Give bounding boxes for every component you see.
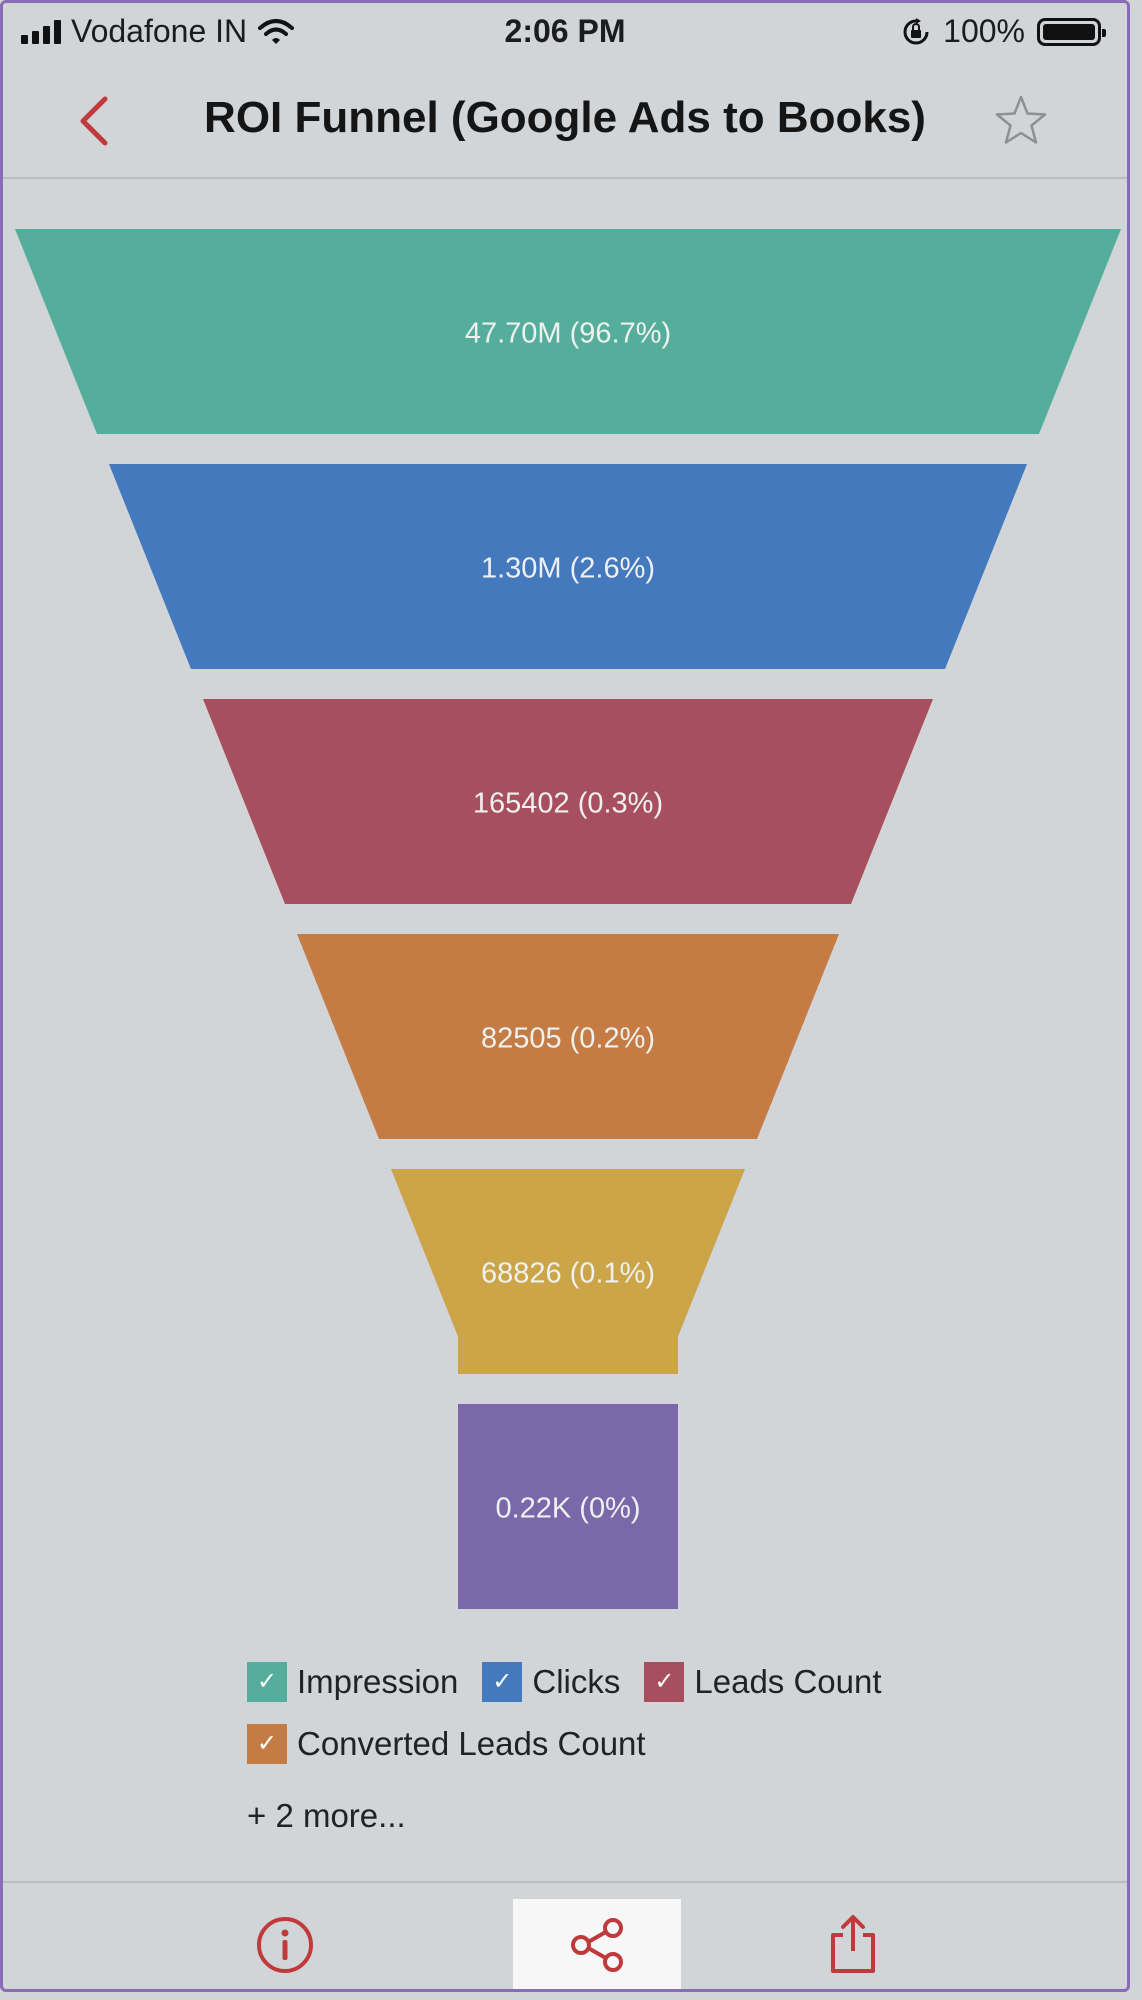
legend-item-leads-count[interactable]: ✓ Leads Count	[644, 1662, 882, 1702]
funnel-stage-label-5: 68826 (0.1%)	[481, 1258, 655, 1290]
funnel-stage-2[interactable]	[109, 464, 1027, 669]
funnel-stage-4[interactable]	[297, 934, 839, 1139]
export-icon	[831, 1915, 875, 1973]
funnel-stage-label-2: 1.30M (2.6%)	[481, 553, 655, 585]
legend-item-converted-leads-count[interactable]: ✓ Converted Leads Count	[247, 1724, 646, 1764]
share-network-icon	[571, 1918, 623, 1972]
page-title: ROI Funnel (Google Ads to Books)	[204, 93, 926, 142]
chevron-left-icon[interactable]	[67, 91, 127, 151]
legend-row-1: ✓ Impression ✓ Clicks ✓ Leads Count	[247, 1661, 1007, 1703]
export-button[interactable]	[769, 1899, 937, 1989]
funnel-stage-label-4: 82505 (0.2%)	[481, 1023, 655, 1055]
bottom-toolbar	[3, 1881, 1127, 1989]
legend-item-clicks[interactable]: ✓ Clicks	[482, 1662, 620, 1702]
info-button[interactable]	[201, 1899, 369, 1989]
legend-label-converted-leads-count: Converted Leads Count	[297, 1725, 646, 1762]
status-right: 100%	[901, 13, 1106, 50]
legend-item-impression[interactable]: ✓ Impression	[247, 1662, 458, 1702]
funnel-svg: 47.70M (96.7%) 1.30M (2.6%) 165402 (0.3%) 8…	[15, 229, 1121, 1609]
legend-check-converted-leads-count: ✓	[247, 1724, 287, 1764]
share-button[interactable]	[513, 1899, 681, 1989]
nav-bar: ROI Funnel (Google Ads to Books)	[3, 65, 1127, 179]
funnel-stage-label-6: 0.22K (0%)	[495, 1493, 640, 1525]
legend-label-impression: Impression	[297, 1663, 459, 1700]
status-left: Vodafone IN	[21, 13, 295, 50]
status-time: 2:06 PM	[504, 13, 626, 49]
orientation-lock-icon	[903, 17, 929, 44]
funnel-stage-5[interactable]	[391, 1169, 745, 1374]
funnel-chart: 47.70M (96.7%) 1.30M (2.6%) 165402 (0.3%) 8…	[3, 179, 1127, 1619]
info-icon	[257, 1917, 313, 1973]
funnel-stage-label-3: 165402 (0.3%)	[473, 788, 663, 820]
legend-check-leads-count: ✓	[644, 1662, 685, 1702]
legend-row-2: ✓ Converted Leads Count	[247, 1723, 1007, 1765]
funnel-stage-3[interactable]	[203, 699, 933, 904]
funnel-stage-1[interactable]	[15, 229, 1121, 434]
legend-check-impression: ✓	[247, 1662, 287, 1702]
battery-percent: 100%	[943, 13, 1025, 49]
chart-legend: ✓ Impression ✓ Clicks ✓ Leads Count ✓ Co…	[247, 1661, 1007, 1835]
legend-label-clicks: Clicks	[532, 1663, 621, 1700]
legend-more-link[interactable]: + 2 more...	[247, 1797, 406, 1834]
star-icon[interactable]	[993, 93, 1049, 149]
wifi-icon	[258, 18, 295, 44]
funnel-stage-6[interactable]	[458, 1404, 678, 1609]
battery-icon	[1037, 17, 1106, 46]
legend-check-clicks: ✓	[482, 1662, 523, 1702]
status-bar: Vodafone IN 2:06 PM 100%	[3, 3, 1127, 63]
legend-label-leads-count: Leads Count	[694, 1663, 882, 1700]
funnel-stage-label-1: 47.70M (96.7%)	[465, 318, 671, 350]
signal-icon	[21, 19, 61, 44]
carrier-name: Vodafone IN	[71, 13, 248, 49]
